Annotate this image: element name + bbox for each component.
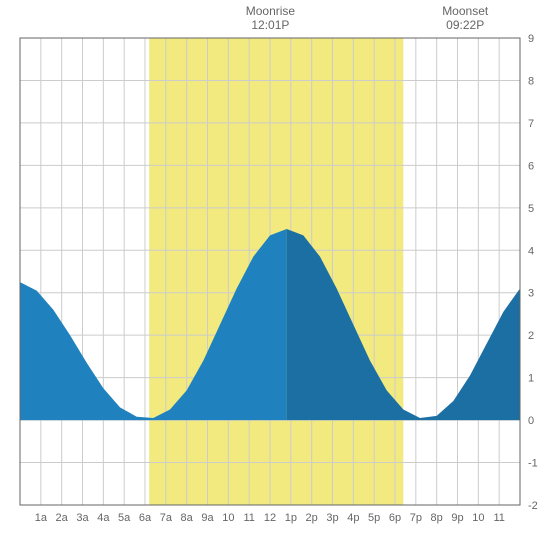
svg-text:10: 10	[472, 512, 484, 524]
svg-text:4: 4	[528, 245, 534, 257]
svg-text:9: 9	[528, 33, 534, 45]
tide-chart: Moonrise 12:01P Moonset 09:22P 1a2a3a4a5…	[0, 0, 550, 550]
svg-text:8p: 8p	[431, 512, 443, 524]
moonrise-label: Moonrise 12:01P	[230, 4, 310, 33]
svg-text:6p: 6p	[389, 512, 401, 524]
svg-text:2: 2	[528, 330, 534, 342]
svg-text:9p: 9p	[451, 512, 463, 524]
svg-text:12: 12	[264, 512, 276, 524]
svg-text:11: 11	[243, 512, 254, 524]
svg-text:-2: -2	[528, 500, 538, 512]
svg-text:8: 8	[528, 75, 534, 87]
moonset-time: 09:22P	[425, 18, 505, 32]
svg-text:2p: 2p	[306, 512, 318, 524]
svg-text:3: 3	[528, 288, 534, 300]
svg-text:7p: 7p	[410, 512, 422, 524]
svg-text:1: 1	[528, 373, 534, 385]
svg-text:4a: 4a	[97, 512, 110, 524]
svg-text:6a: 6a	[139, 512, 152, 524]
moonset-title: Moonset	[425, 4, 505, 18]
moonset-label: Moonset 09:22P	[425, 4, 505, 33]
svg-text:11: 11	[493, 512, 504, 524]
svg-text:3p: 3p	[326, 512, 338, 524]
svg-text:-1: -1	[528, 458, 538, 470]
svg-text:8a: 8a	[181, 512, 194, 524]
svg-text:7a: 7a	[160, 512, 173, 524]
moonrise-time: 12:01P	[230, 18, 310, 32]
svg-text:1p: 1p	[285, 512, 297, 524]
svg-text:5a: 5a	[118, 512, 131, 524]
svg-text:1a: 1a	[35, 512, 48, 524]
svg-text:9a: 9a	[201, 512, 214, 524]
svg-text:7: 7	[528, 118, 534, 130]
chart-svg: 1a2a3a4a5a6a7a8a9a1011121p2p3p4p5p6p7p8p…	[0, 0, 550, 550]
svg-text:2a: 2a	[56, 512, 69, 524]
svg-text:0: 0	[528, 415, 534, 427]
svg-text:6: 6	[528, 160, 534, 172]
svg-text:10: 10	[222, 512, 234, 524]
svg-text:5: 5	[528, 203, 534, 215]
svg-text:3a: 3a	[76, 512, 89, 524]
svg-text:5p: 5p	[368, 512, 380, 524]
svg-text:4p: 4p	[347, 512, 359, 524]
moonrise-title: Moonrise	[230, 4, 310, 18]
